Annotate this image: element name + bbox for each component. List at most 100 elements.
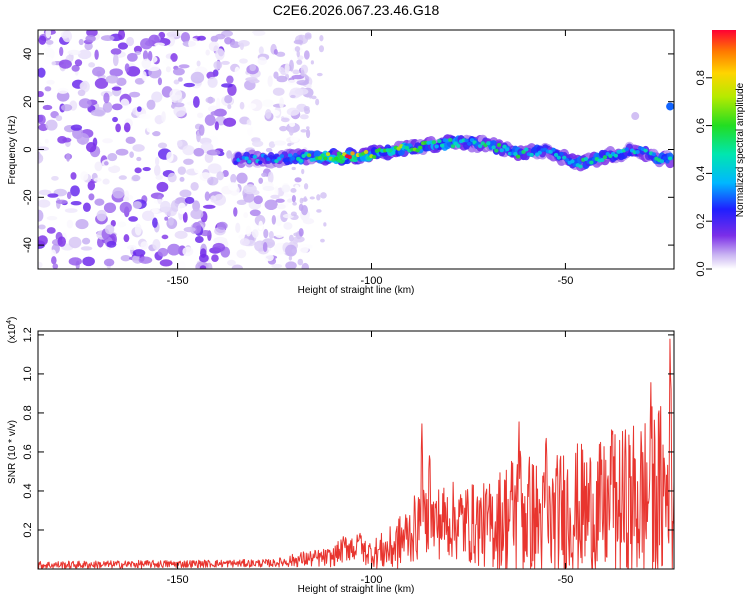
noise-blob [223,117,237,127]
spectrogram-y-ticks: -40 -20 0 20 40 [22,48,674,253]
noise-blob [204,191,210,201]
noise-blob [161,111,166,123]
noise-blob [273,227,286,238]
noise-blob [38,261,43,269]
x-tick-label: -100 [360,275,382,287]
noise-blob [115,148,129,156]
noise-blob [156,181,169,193]
signal-cell [564,158,570,163]
noise-blob [276,203,286,210]
signal-cell [277,156,282,161]
noise-blob [58,59,72,69]
noise-blob [249,79,260,84]
noise-blob [80,246,93,251]
noise-blob [82,202,91,212]
noise-blob [297,258,304,266]
noise-blob [166,31,181,38]
x-tick-label: -150 [167,574,189,586]
noise-blob [211,254,219,262]
noise-blob [57,87,69,94]
noise-blob [182,246,194,257]
noise-blob [87,180,96,191]
spectrogram-noise [38,30,327,269]
noise-blob [247,32,255,39]
noise-blob [161,234,169,240]
signal-cell [391,150,396,155]
noise-blob [320,238,325,243]
noise-blob [96,209,107,222]
noise-blob [323,222,327,227]
noise-blob [176,140,183,147]
noise-blob [258,46,264,55]
noise-blob [45,30,52,39]
noise-blob [140,38,153,50]
noise-blob [94,78,109,89]
noise-blob [109,249,119,256]
noise-blob [287,198,293,203]
noise-blob [296,79,309,86]
noise-blob [204,114,216,126]
noise-blob [226,75,234,84]
y-tick-label: 0.8 [22,405,34,420]
noise-blob [216,221,228,230]
signal-cell [404,145,410,150]
signal-cell [624,147,629,152]
noise-blob [51,256,57,265]
y-tick-label: 0.2 [22,522,34,537]
noise-blob [251,140,264,148]
signal-cell [353,156,358,161]
noise-blob [261,172,267,177]
noise-blob [207,176,219,186]
noise-blob [79,82,88,90]
noise-blob [140,241,149,250]
noise-blob [68,257,82,266]
noise-blob [276,75,288,83]
noise-blob [112,54,119,67]
noise-blob [102,178,110,185]
noise-blob [44,138,49,144]
noise-blob [142,50,149,61]
noise-blob [147,50,153,62]
y-tick-label: 1.2 [22,327,34,342]
noise-blob [247,103,257,109]
noise-blob [88,193,95,201]
noise-blob [110,48,122,55]
noise-blob [152,217,158,228]
noise-blob [193,147,205,157]
noise-blob [286,107,300,116]
signal-cell [279,154,285,159]
noise-blob [274,186,279,198]
signal-cell [505,147,510,152]
noise-blob [236,172,248,184]
noise-blob [179,176,185,182]
signal-cell [559,152,564,157]
noise-blob [236,249,247,259]
noise-blob [136,106,142,112]
noise-blob [258,220,264,231]
noise-blob [68,236,82,249]
signal-cell [306,153,312,158]
noise-blob [290,188,297,193]
noise-blob [146,99,156,110]
signal-cell [350,151,355,156]
noise-blob [289,121,296,127]
noise-blob [151,91,163,103]
signal-cell [453,141,458,146]
noise-blob [193,96,200,108]
signal-cell [323,156,328,161]
noise-blob [102,138,113,144]
noise-blob [66,191,72,200]
noise-blob [264,254,274,262]
noise-blob [234,66,240,77]
noise-blob [47,193,59,198]
noise-blob [288,126,294,136]
noise-blob [251,229,259,238]
noise-blob [103,202,117,214]
noise-blob [289,59,294,72]
noise-blob [224,94,233,104]
noise-blob [169,88,183,101]
noise-blob [108,165,121,174]
noise-blob [270,194,280,199]
snr-multiplier-label: (x104) [6,317,18,344]
